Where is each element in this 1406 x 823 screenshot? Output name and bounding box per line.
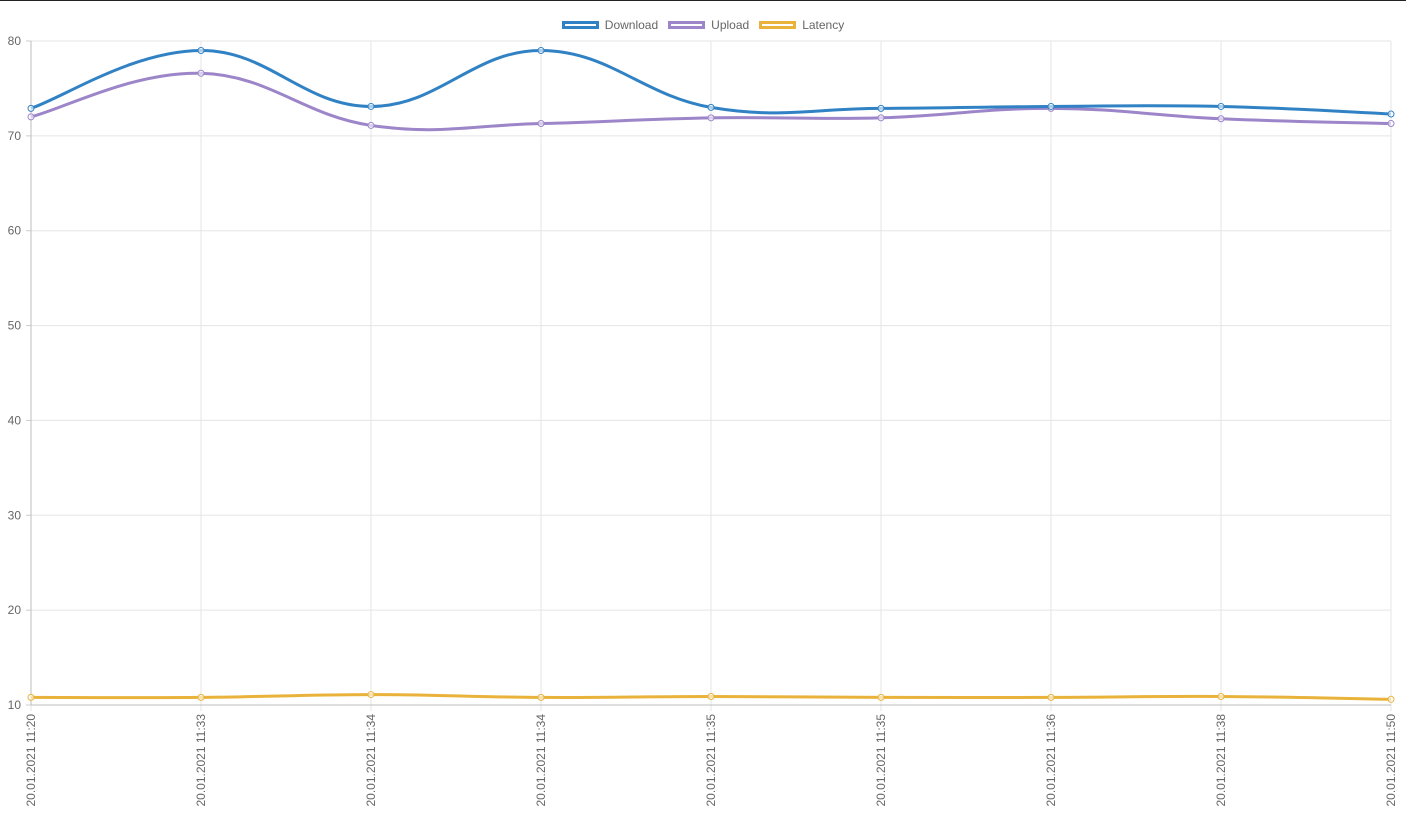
- x-tick-label: 20.01.2021 11:20: [24, 714, 38, 807]
- data-point-upload[interactable]: [537, 120, 545, 128]
- legend-swatch-latency: [759, 21, 797, 29]
- x-tick-label: 20.01.2021 11:35: [874, 714, 888, 807]
- data-point-latency[interactable]: [367, 691, 375, 699]
- legend-swatch-download: [561, 21, 599, 29]
- data-point-upload[interactable]: [707, 114, 715, 122]
- data-point-download[interactable]: [877, 104, 885, 112]
- y-tick-label: 80: [8, 34, 22, 48]
- y-tick-label: 70: [8, 129, 22, 143]
- x-tick-label: 20.01.2021 11:34: [534, 714, 548, 807]
- y-tick-label: 20: [8, 603, 22, 617]
- data-point-download[interactable]: [707, 103, 715, 111]
- legend-item-upload[interactable]: Upload: [668, 18, 749, 32]
- x-tick-label: 20.01.2021 11:36: [1044, 714, 1058, 807]
- x-tick-label: 20.01.2021 11:34: [364, 714, 378, 807]
- data-point-latency[interactable]: [707, 692, 715, 700]
- data-point-download[interactable]: [1047, 102, 1055, 110]
- y-tick-label: 10: [8, 698, 22, 712]
- data-point-upload[interactable]: [27, 113, 35, 121]
- data-point-download[interactable]: [27, 104, 35, 112]
- data-point-download[interactable]: [1387, 110, 1395, 118]
- series-upload: [27, 69, 1395, 132]
- series-download: [27, 46, 1395, 118]
- data-point-download[interactable]: [1217, 102, 1225, 110]
- data-point-upload[interactable]: [197, 69, 205, 77]
- data-point-latency[interactable]: [197, 693, 205, 701]
- data-point-latency[interactable]: [877, 693, 885, 701]
- legend-label-latency: Latency: [802, 18, 845, 32]
- series-latency: [27, 691, 1395, 703]
- data-point-download[interactable]: [197, 46, 205, 54]
- data-point-upload[interactable]: [1387, 120, 1395, 128]
- chart-legend: Download Upload Latency: [0, 16, 1406, 34]
- x-tick-label: 20.01.2021 11:35: [704, 714, 718, 807]
- legend-item-download[interactable]: Download: [561, 18, 659, 32]
- legend-item-latency[interactable]: Latency: [759, 18, 844, 32]
- grid: 10 20 30 40 50 60 70 80: [8, 34, 1392, 712]
- data-point-upload[interactable]: [877, 114, 885, 122]
- y-tick-label: 30: [8, 508, 22, 522]
- x-tick-label: 20.01.2021 11:50: [1384, 714, 1398, 807]
- data-point-latency[interactable]: [1047, 693, 1055, 701]
- data-point-latency[interactable]: [1387, 695, 1395, 703]
- data-point-latency[interactable]: [1217, 692, 1225, 700]
- legend-label-download: Download: [604, 18, 659, 32]
- data-point-upload[interactable]: [367, 121, 375, 129]
- y-tick-label: 60: [8, 224, 22, 238]
- data-point-download[interactable]: [367, 102, 375, 110]
- y-tick-label: 40: [8, 413, 22, 427]
- x-tick-label: 20.01.2021 11:38: [1214, 714, 1228, 807]
- data-point-upload[interactable]: [1217, 115, 1225, 123]
- legend-swatch-upload: [668, 21, 706, 29]
- data-point-download[interactable]: [537, 46, 545, 54]
- data-point-latency[interactable]: [27, 693, 35, 701]
- x-tick-label: 20.01.2021 11:33: [194, 714, 208, 807]
- legend-label-upload: Upload: [711, 18, 750, 32]
- top-border: [0, 0, 1406, 1]
- data-point-latency[interactable]: [537, 693, 545, 701]
- x-axis-labels: 20.01.2021 11:20 20.01.2021 11:33 20.01.20…: [24, 714, 1398, 807]
- y-tick-label: 50: [8, 319, 22, 333]
